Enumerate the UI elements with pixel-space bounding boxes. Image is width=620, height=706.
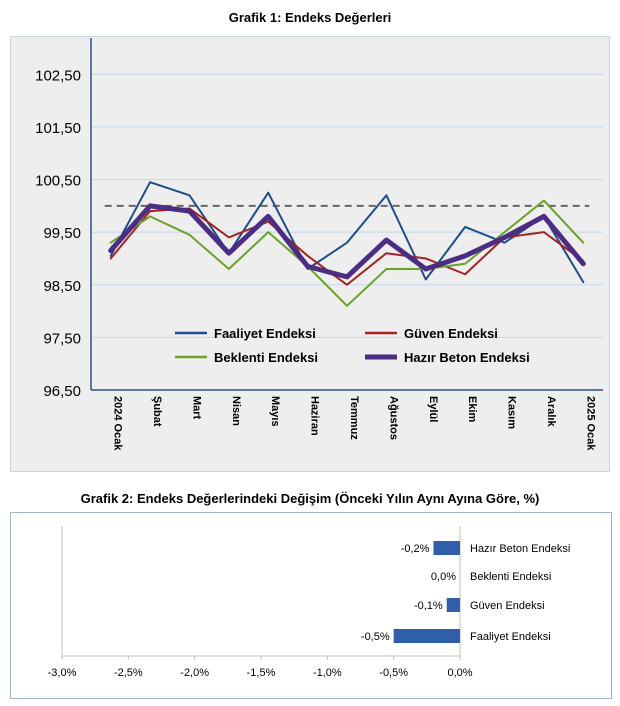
category-label: Hazır Beton Endeksi xyxy=(470,543,570,555)
x-tick-label: Nisan xyxy=(230,396,242,426)
bar-value-label: -0,1% xyxy=(414,600,443,612)
y-tick-label: 99,50 xyxy=(43,225,81,242)
bar-value-label: -0,5% xyxy=(361,631,390,643)
category-label: Güven Endeksi xyxy=(470,600,545,612)
x-tick-label: -1,5% xyxy=(247,667,276,679)
x-tick-label: 2025 Ocak xyxy=(584,396,596,451)
x-tick-label: -0,5% xyxy=(379,667,408,679)
chart2-panel: -3,0% -2,5% -2,0% -1,5% -1,0% -0,5% 0,0% -0,2% H… xyxy=(10,512,612,699)
chart2-title: Grafik 2: Endeks Değerlerindeki Değişim … xyxy=(0,491,620,506)
x-tick-label: Şubat xyxy=(151,396,163,427)
x-tick-label: 2024 Ocak xyxy=(112,396,124,451)
line-chart: 102,50 101,50 100,50 99,50 98,50 97,50 96,50 20… xyxy=(10,36,610,472)
x-tick-label: Mayıs xyxy=(269,396,281,427)
x-tick-label: Eylül xyxy=(427,396,439,422)
bar-value-label: -0,2% xyxy=(401,543,430,555)
x-tick-label: -2,0% xyxy=(180,667,209,679)
bar xyxy=(433,541,460,555)
y-tick-label: 98,50 xyxy=(43,278,81,295)
x-tick-label: Haziran xyxy=(309,396,321,436)
legend-label: Hazır Beton Endeksi xyxy=(404,350,530,365)
bar xyxy=(394,629,460,643)
bar-chart: -3,0% -2,5% -2,0% -1,5% -1,0% -0,5% 0,0% -0,2% H… xyxy=(10,512,612,699)
x-tick-label: Kasım xyxy=(506,396,518,429)
bar xyxy=(447,598,460,612)
legend-label: Faaliyet Endeksi xyxy=(214,326,316,341)
x-tick-label: -1,0% xyxy=(313,667,342,679)
legend-label: Beklenti Endeksi xyxy=(214,350,318,365)
y-tick-label: 96,50 xyxy=(43,383,81,400)
x-tick-label: 0,0% xyxy=(447,667,472,679)
chart1-title: Grafik 1: Endeks Değerleri xyxy=(0,10,620,25)
x-tick-label: Aralık xyxy=(545,396,557,427)
y-tick-label: 97,50 xyxy=(43,330,81,347)
x-tick-label: -2,5% xyxy=(114,667,143,679)
y-tick-label: 102,50 xyxy=(35,67,81,84)
x-tick-label: Ekim xyxy=(466,396,478,423)
chart1-panel: 102,50 101,50 100,50 99,50 98,50 97,50 96,50 20… xyxy=(10,36,610,472)
legend-label: Güven Endeksi xyxy=(404,326,498,341)
y-tick-label: 101,50 xyxy=(35,120,81,137)
x-tick-label: -3,0% xyxy=(48,667,77,679)
y-tick-label: 100,50 xyxy=(35,173,81,190)
x-tick-label: Mart xyxy=(190,396,202,420)
x-tick-label: Temmuz xyxy=(348,396,360,440)
bar-value-label: 0,0% xyxy=(431,571,456,583)
category-label: Faaliyet Endeksi xyxy=(470,631,551,643)
category-label: Beklenti Endeksi xyxy=(470,571,551,583)
x-tick-label: Ağustos xyxy=(387,396,399,440)
